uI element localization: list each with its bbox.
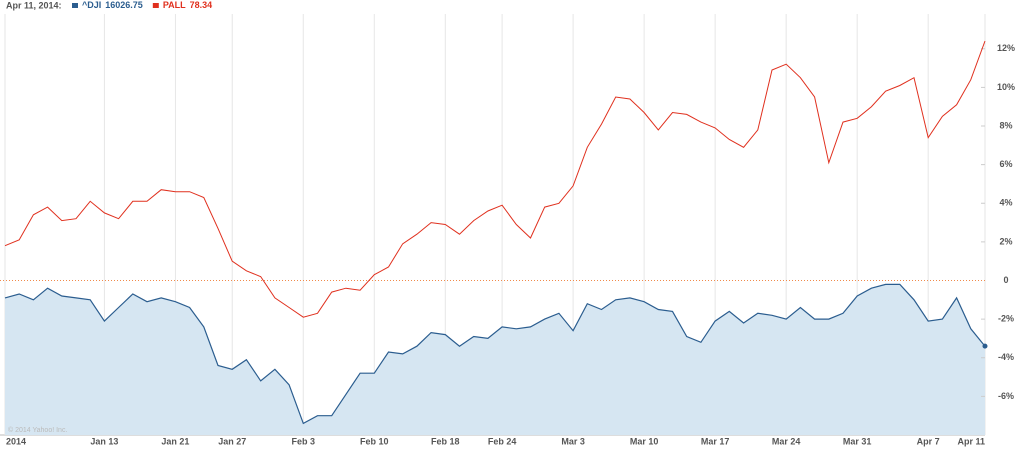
x-tick-label: Mar 10 [630,436,659,446]
x-tick-label: Mar 3 [561,436,585,446]
plot: 2014 Jan 13 Jan 21 Jan 27 Feb 3 Feb 10 Feb 18 F… [0,14,988,446]
y-tick-label: 10% [997,82,1015,92]
x-tick-label: Apr 11 [957,436,985,446]
y-tick-label: 12% [997,43,1015,53]
watermark: © 2014 Yahoo! Inc. [8,426,67,434]
x-tick-label: Mar 17 [701,436,730,446]
line [4,40,986,318]
x-tick-label: Jan 21 [161,436,189,446]
x-tick-label: Apr 7 [917,436,940,446]
legend-swatch [152,3,159,8]
y-tick-label: -6% [998,391,1014,401]
y-tick-label: -2% [998,314,1014,324]
area [5,284,985,435]
x-tick-label: Jan 13 [90,436,118,446]
legend-quote: 78.34 [190,0,213,10]
x-tick-label: Feb 24 [488,436,517,446]
legend-entry: ^DJI 16026.75 [82,0,143,10]
y-tick-label: 0 [1003,275,1008,285]
x-tick-label: Feb 18 [431,436,460,446]
legend-entry: PALL 78.34 [163,0,212,10]
legend-name: PALL [163,0,186,10]
y-tick-label: 2% [999,236,1012,246]
y-tick-label: 6% [999,159,1012,169]
x-tick-label: Mar 24 [772,436,801,446]
x-tick-label: Jan 27 [218,436,246,446]
x-tick-label: Feb 10 [360,436,389,446]
x-tick-label: 2014 [6,436,26,446]
y-tick-label: -4% [998,352,1014,362]
legend-swatch [72,3,78,8]
x-tick-label: Mar 31 [843,436,872,446]
legend-quote: 16026.75 [105,0,143,10]
line [4,283,986,425]
date-label: Apr 11, 2014: [6,0,62,10]
end-dot [982,343,988,349]
y-tick-label: 4% [999,198,1012,208]
y-tick-label: 8% [999,120,1012,130]
legend-name: ^DJI [82,0,101,10]
x-tick-label: Feb 3 [292,436,316,446]
legend: ^DJI 16026.75 PALL 78.34 [72,0,212,10]
